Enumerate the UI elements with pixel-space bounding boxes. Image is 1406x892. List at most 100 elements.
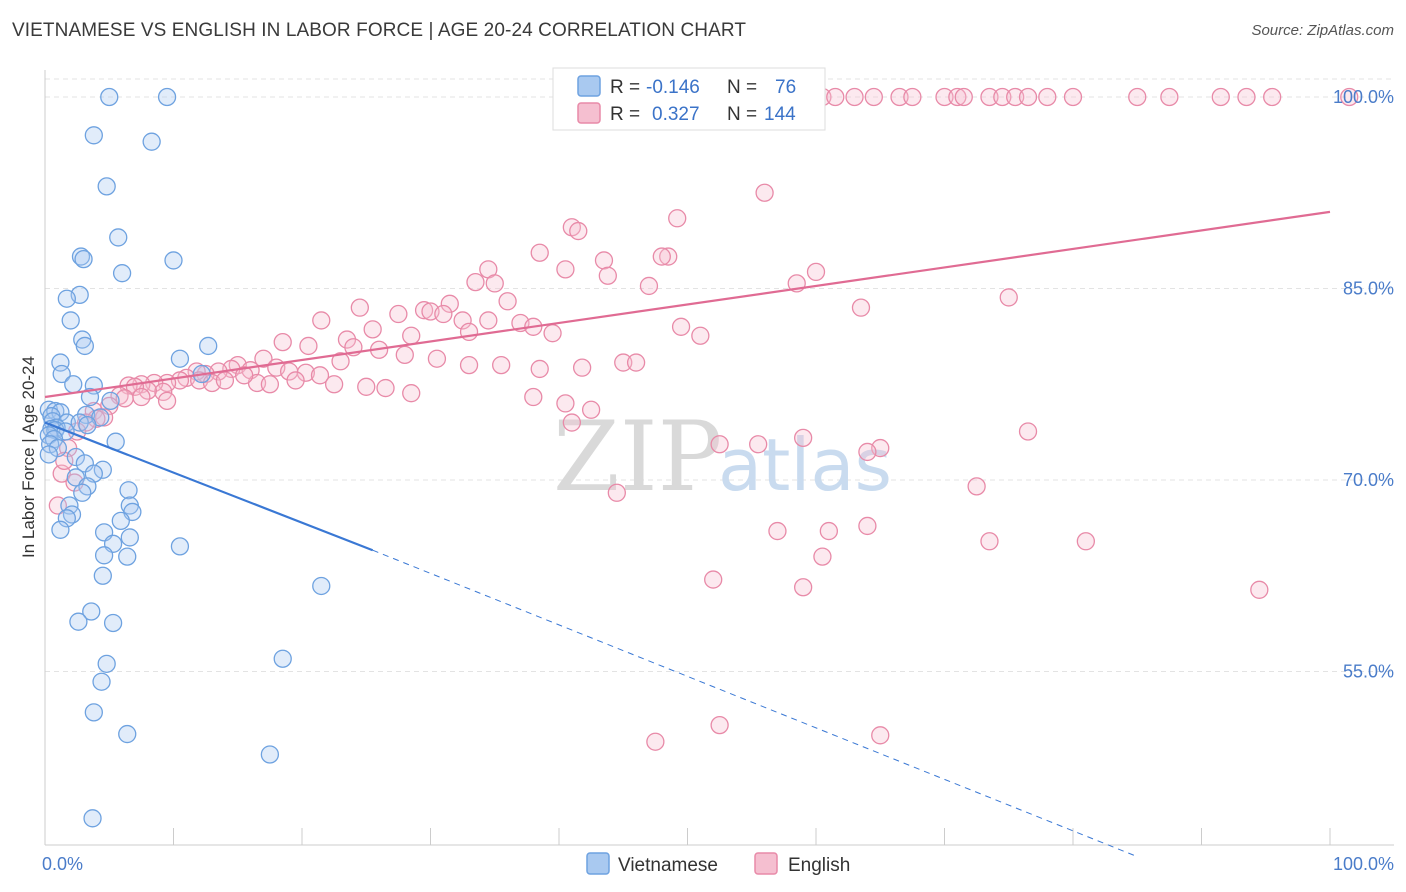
watermark-zip: ZIP [553,401,722,513]
bottom-legend-swatch-vietnamese [586,852,610,875]
english-point-66 [427,349,447,368]
y-tick-labels: 100.0% 85.0% 70.0% 55.0% [1333,87,1394,682]
english-point-22 [1263,87,1282,107]
vietnamese-point-74 [118,724,137,744]
english-point-52 [312,311,331,330]
english-point-23 [1340,87,1359,107]
english-point-30 [652,247,671,266]
english-point-125 [858,442,877,462]
legend-n-label-english: N = [727,104,757,125]
vietnamese-point-45 [75,454,94,473]
english-point-65 [395,345,414,365]
english-point-14 [1006,87,1025,107]
english-point-42 [440,294,459,313]
english-point-74 [254,349,273,368]
x-tick-labels: 0.0% 100.0% [42,854,1394,874]
english-point-100 [154,382,173,402]
english-point-18 [1128,87,1147,107]
vietnamese-point-18 [52,364,71,384]
vietnamese-point-63 [118,547,137,566]
english-point-99 [357,377,376,396]
english-point-27 [569,221,588,241]
legend-n-value-vietnamese: 76 [775,77,796,98]
trend-lines [44,210,1331,858]
vietnamese-point-66 [312,576,331,596]
vietnamese-point-20 [64,375,83,394]
english-point-29 [659,247,678,266]
english-point-69 [492,355,511,375]
chart-title: VIETNAMESE VS ENGLISH IN LABOR FORCE | A… [12,20,747,41]
english-point-129 [858,516,877,536]
english-point-105 [157,391,177,410]
vietnamese-point-76 [83,809,102,828]
english-point-49 [453,311,472,330]
vietnamese-point-7 [74,249,93,269]
english-point-96 [260,375,280,394]
english-point-36 [485,274,504,293]
vietnamese-point-2 [84,126,103,145]
y-axis-label: In Labor Force | Age 20-24 [19,356,38,558]
english-point-25 [668,209,687,228]
english-point-39 [806,262,826,282]
english-point-110 [556,394,575,413]
english-point-108 [402,384,421,403]
english-point-33 [556,260,575,279]
english-point-41 [498,292,517,311]
english-point-97 [286,371,305,390]
english-point-137 [646,732,665,751]
vietnamese-point-22 [80,387,100,407]
vietnamese-points [39,87,331,828]
vietnamese-point-12 [61,311,80,330]
english-point-134 [704,570,723,589]
english-point-21 [1237,87,1256,107]
english-point-72 [626,353,646,372]
vietnamese-point-23 [101,391,120,410]
english-point-8 [903,87,922,107]
y-tick-label-3: 55.0% [1343,662,1394,682]
english-point-127 [768,521,787,541]
english-point-95 [235,366,254,385]
english-point-62 [299,336,318,356]
legend-r-value-english: 0.327 [652,104,700,125]
legend-swatch-english [577,102,601,124]
vietnamese-point-75 [260,745,280,764]
legend-r-label-vietnamese: R = [610,77,640,98]
english-point-60 [402,326,421,345]
english-point-35 [466,272,485,292]
vietnamese-point-3 [142,132,161,151]
vietnamese-point-67 [82,602,101,621]
english-point-54 [671,317,691,336]
english-point-120 [562,413,581,432]
vietnamese-point-14 [75,336,94,356]
english-point-5 [845,87,864,107]
y-tick-label-0: 100.0% [1333,87,1394,107]
english-point-50 [479,311,498,330]
vietnamese-point-65 [93,566,112,585]
x-tick-label-0: 0.0% [42,854,83,874]
vietnamese-point-70 [273,649,292,668]
source-credit: Source: ZipAtlas.com [1251,22,1394,39]
english-point-73 [572,358,592,377]
english-point-12 [980,87,999,107]
english-point-135 [794,578,813,597]
english-point-113 [94,408,114,427]
english-point-4 [826,87,845,107]
english-point-119 [581,400,601,419]
legend-r-value-vietnamese: -0.146 [646,77,700,98]
vietnamese-point-49 [119,481,138,500]
y-tick-label-1: 85.0% [1343,279,1394,299]
english-point-24 [755,183,774,202]
english-point-15 [1018,87,1038,107]
vietnamese-point-9 [112,264,132,283]
english-point-70 [530,359,549,379]
english-point-138 [710,715,729,735]
vietnamese-point-33 [78,415,97,435]
english-point-136 [813,547,832,566]
vietnamese-point-11 [57,289,76,308]
english-point-10 [948,87,967,107]
english-point-93 [215,371,235,390]
english-point-31 [594,251,614,270]
vietnamese-point-51 [73,483,92,502]
english-point-40 [999,288,1018,307]
